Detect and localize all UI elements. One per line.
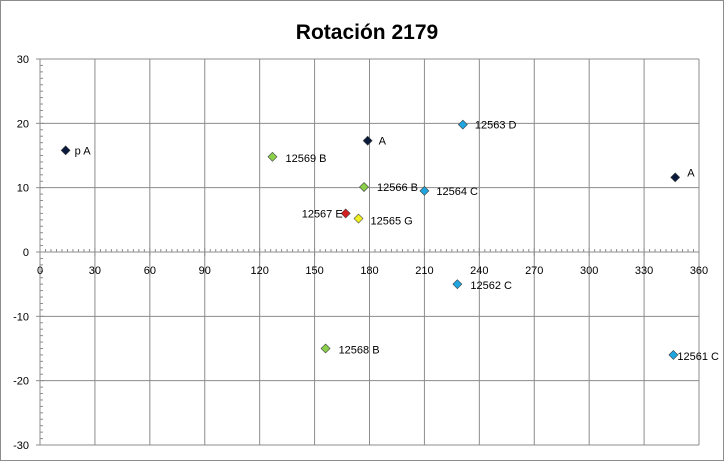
data-point-marker [340, 208, 351, 219]
data-point-marker [452, 279, 463, 290]
chart-title: Rotación 2179 [296, 21, 438, 44]
data-point-marker [670, 172, 681, 183]
data-point-marker [353, 213, 364, 224]
axes [36, 58, 700, 446]
data-point-label: 12563 D [475, 120, 517, 132]
y-tick-label: 30 [17, 54, 29, 66]
data-point-marker [320, 343, 331, 354]
data-point-label: A [379, 136, 387, 148]
data-point-marker [267, 151, 278, 162]
data-point-label: 12566 B [377, 182, 418, 194]
data-point-marker [359, 182, 369, 192]
x-tick-label: 0 [37, 265, 43, 277]
data-point-label: 12562 C [470, 280, 512, 292]
x-tick-label: 120 [250, 265, 268, 277]
gridlines [40, 58, 700, 446]
x-tick-label: 90 [199, 265, 211, 277]
data-point-marker [457, 119, 468, 130]
x-tick-label: 360 [690, 265, 708, 277]
x-tick-label: 30 [89, 265, 101, 277]
x-tick-label: 240 [470, 265, 488, 277]
data-point-marker [60, 145, 71, 156]
data-point-marker [668, 350, 679, 360]
x-tick-label: 180 [360, 265, 378, 277]
x-tick-label: 330 [635, 265, 653, 277]
data-point-label: 12561 C [677, 351, 719, 363]
data-point-label: 12568 B [339, 345, 380, 357]
data-point-label: 12565 G [371, 216, 413, 228]
data-point-label: 12564 C [436, 186, 478, 198]
tick-labels: 0 30 60 90 120 150 180 210 240 270 300 330 360 30 20 10… [13, 54, 708, 452]
data-point-label: 12567 E [302, 208, 343, 220]
y-tick-label: -10 [13, 311, 29, 323]
data-point-label: A [687, 167, 695, 179]
y-tick-label: -30 [13, 440, 29, 452]
y-tick-label: 10 [17, 183, 29, 195]
y-tick-label: -20 [13, 376, 29, 388]
data-point-marker [419, 185, 430, 196]
data-point-marker [362, 135, 373, 146]
data-point-label: p A [75, 145, 92, 157]
x-tick-label: 270 [525, 265, 543, 277]
x-tick-label: 210 [415, 265, 433, 277]
x-tick-label: 300 [580, 265, 598, 277]
point-labels: p A A A 12563 D 12569 B 12566 B 12564 C 12567 E… [75, 120, 719, 363]
x-tick-label: 60 [144, 265, 156, 277]
y-tick-label: 0 [23, 247, 29, 259]
x-tick-label: 150 [305, 265, 323, 277]
data-points [60, 119, 681, 360]
data-point-label: 12569 B [285, 153, 326, 165]
y-tick-label: 20 [17, 118, 29, 130]
